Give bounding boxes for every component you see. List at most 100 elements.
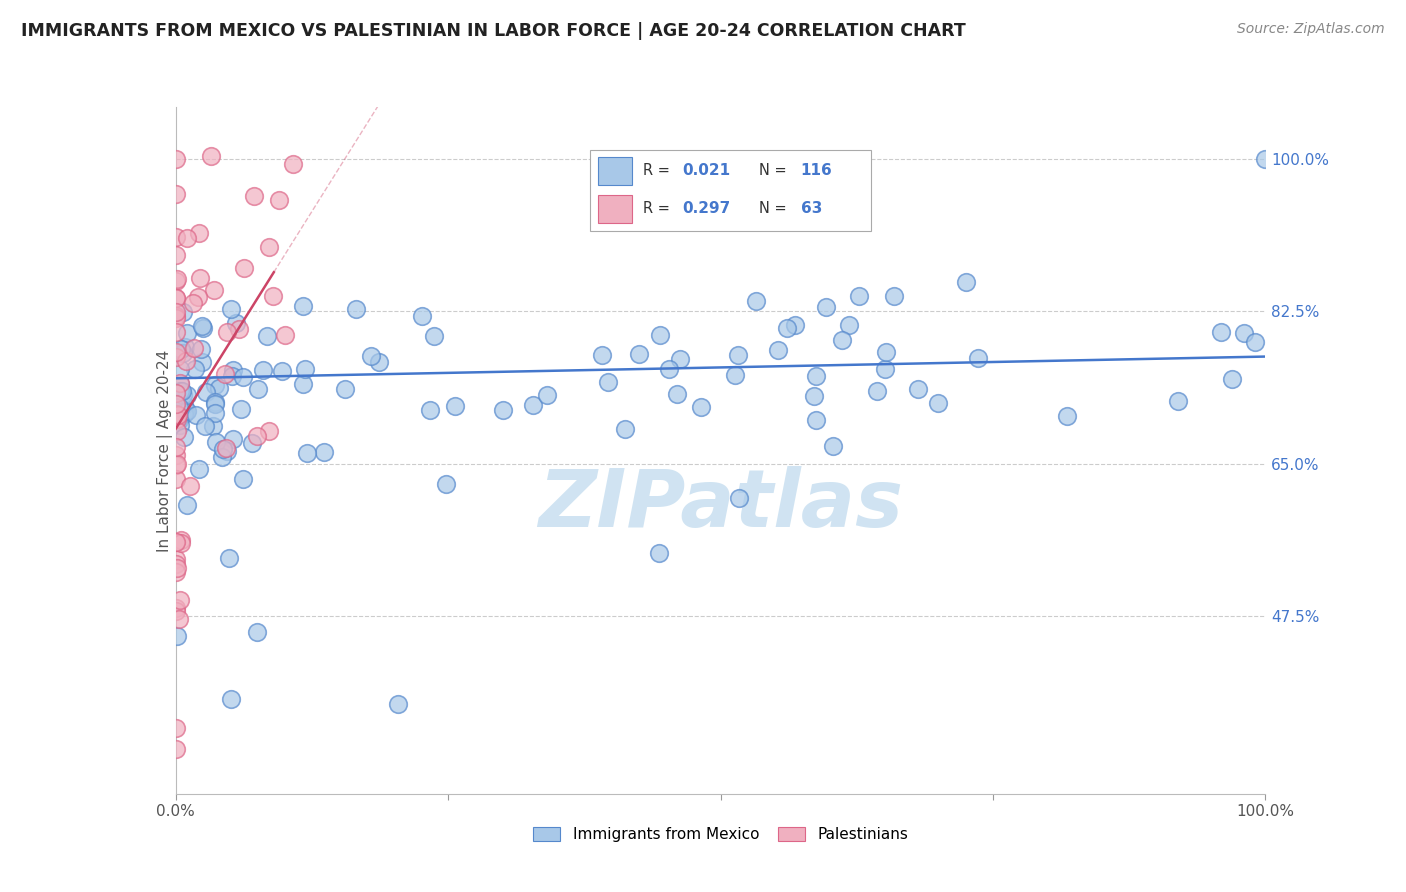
Point [204,378,226,392]
Point [228,321,250,335]
Point [344,302,367,317]
Point [165,458,187,472]
Point [1167,394,1189,409]
Point [166,415,188,429]
Point [783,318,806,332]
Point [166,271,188,285]
Point [232,472,254,486]
Point [208,381,231,395]
Point [212,442,235,456]
Point [165,407,187,421]
Point [837,318,859,332]
Point [215,442,238,456]
Point [204,395,226,409]
Point [419,403,441,417]
Point [165,565,187,579]
Point [205,435,228,450]
Text: 0.021: 0.021 [683,163,731,178]
Point [259,424,281,438]
Point [165,230,187,244]
Point [174,404,197,418]
Point [173,429,195,443]
Point [174,354,197,368]
Point [173,407,195,421]
Point [169,593,191,607]
Point [165,291,187,305]
Point [536,388,558,402]
Point [848,289,870,303]
Point [866,384,889,398]
Point [218,550,240,565]
Point [240,436,263,450]
Point [172,305,194,319]
Point [294,362,316,376]
Point [166,560,188,574]
Point [803,389,825,403]
Point [169,377,191,392]
Point [172,384,194,399]
Point [966,351,988,366]
Text: Source: ZipAtlas.com: Source: ZipAtlas.com [1237,22,1385,37]
Point [295,446,318,460]
Point [312,445,335,459]
Point [232,369,254,384]
Point [166,408,188,422]
Point [165,601,187,615]
Point [613,422,636,436]
Point [246,625,269,640]
Point [181,296,204,310]
Point [165,309,187,323]
Point [281,156,304,170]
Point [658,362,681,376]
Point [167,612,190,626]
Point [219,302,242,317]
Point [188,462,211,476]
Point [434,477,457,491]
Point [831,333,853,347]
Point [190,343,212,357]
Point [955,275,977,289]
Point [165,274,187,288]
Point [821,439,844,453]
Point [165,325,187,339]
Point [201,419,224,434]
Text: ZIPatlas: ZIPatlas [538,467,903,544]
Point [875,345,897,359]
Point [256,329,278,343]
Text: 63: 63 [801,201,823,216]
Point [1254,152,1277,166]
Point [184,409,207,423]
Point [233,260,256,275]
Point [173,387,195,401]
Point [492,403,515,417]
Point [183,341,205,355]
Point [367,355,389,369]
Point [176,326,198,340]
Point [166,629,188,643]
Bar [599,157,633,185]
Point [165,741,187,756]
Point [591,348,613,362]
Point [179,479,201,493]
Point [165,558,187,572]
Point [222,432,245,446]
Point [172,346,194,360]
Point [907,383,929,397]
Point [165,721,187,735]
Text: 116: 116 [801,163,832,178]
Point [170,533,193,548]
Point [745,293,768,308]
Point [166,412,188,426]
Point [927,395,949,409]
Y-axis label: In Labor Force | Age 20-24: In Labor Force | Age 20-24 [156,350,173,551]
Point [165,604,187,618]
Point [214,367,236,381]
Point [246,382,269,396]
Point [219,691,242,706]
Point [194,419,217,434]
Point [173,398,195,412]
Point [444,399,467,413]
Point [221,363,243,377]
Point [669,352,692,367]
Point [333,382,356,396]
